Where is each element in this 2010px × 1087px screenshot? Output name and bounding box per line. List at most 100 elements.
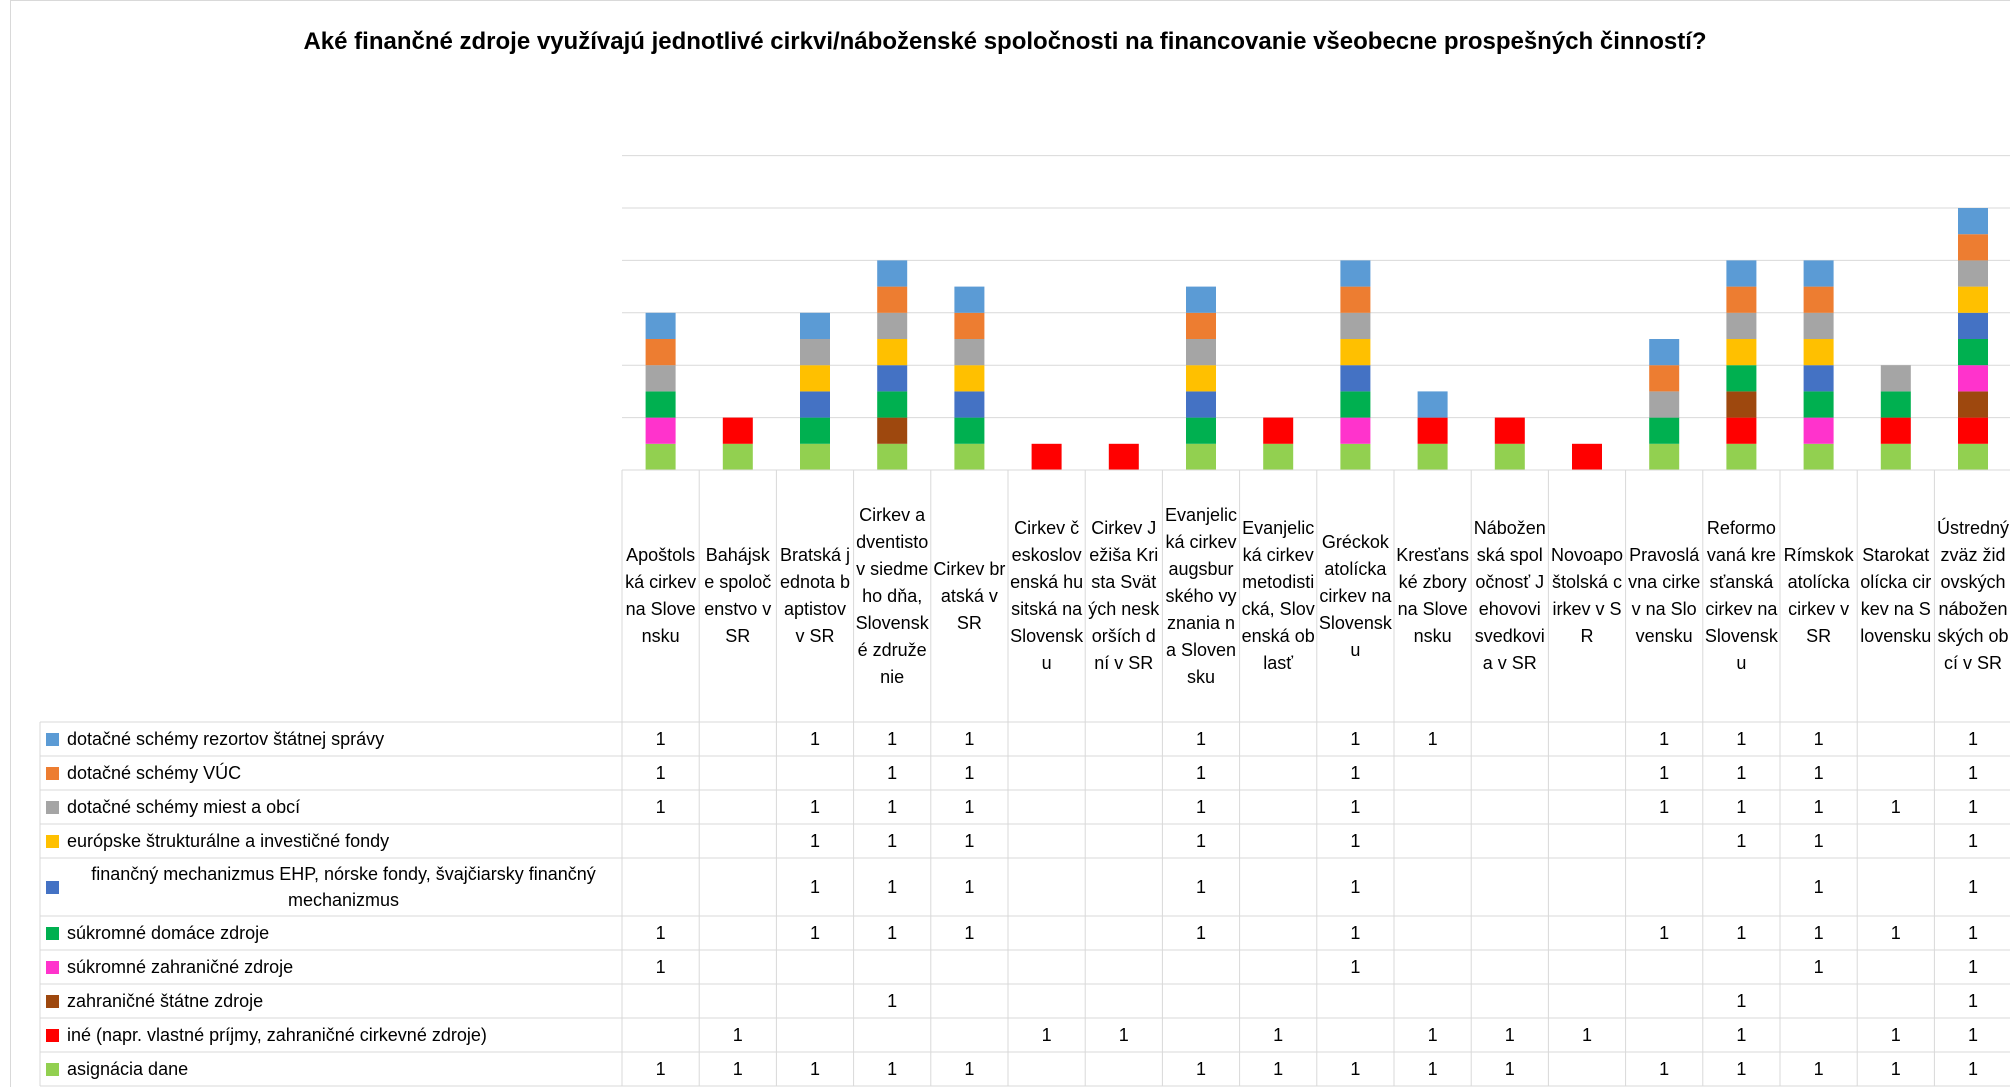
legend-label: súkromné domáce zdroje [67, 923, 270, 943]
bar-segment [1958, 339, 1988, 366]
table-cell-value: 1 [964, 728, 975, 749]
bar-segment [877, 443, 908, 470]
bar-segment [645, 417, 676, 444]
table-cell-value: 1 [887, 922, 898, 943]
table-cell-value: 1 [655, 728, 666, 749]
table-cell-value: 1 [887, 728, 898, 749]
table-cell-value: 1 [887, 830, 898, 851]
table-cell-value: 1 [1736, 762, 1747, 783]
legend-key-swatch [46, 1028, 59, 1042]
legend-row: dotačné schémy rezortov štátnej správy [40, 722, 620, 756]
legend-row: dotačné schémy VÚC [40, 756, 620, 790]
bar-segment [645, 339, 676, 366]
bar-segment [1494, 443, 1525, 470]
table-cell-value: 1 [964, 830, 975, 851]
table-cell-value: 1 [1890, 796, 1901, 817]
table-cell-value: 1 [1659, 762, 1670, 783]
table-cell-value: 1 [809, 876, 820, 897]
table-cell-value: 1 [887, 876, 898, 897]
legend-key-swatch [46, 926, 59, 940]
category-label: Starokatolícka cirkev na Slovensku [1860, 545, 1932, 646]
category-label: Apoštolská cirkev na Slovensku [625, 545, 697, 646]
chart-frame [10, 0, 2010, 1087]
bar-segment [954, 391, 985, 418]
bar-segment [645, 443, 676, 470]
bar-segment [1108, 443, 1139, 470]
bar-segment [1649, 417, 1680, 444]
bar-segment [1186, 312, 1216, 339]
bar-segment [1803, 339, 1834, 366]
table-cell-value: 1 [1350, 956, 1361, 977]
legend-key-swatch [46, 834, 59, 848]
legend-label: dotačné schémy rezortov štátnej správy [67, 729, 385, 749]
legend-row: súkromné zahraničné zdroje [40, 950, 620, 984]
table-cell-value: 1 [809, 922, 820, 943]
bar-segment [1494, 417, 1525, 444]
bar-segment [1186, 339, 1216, 366]
bar-segment [1186, 443, 1216, 470]
bar-segment [877, 260, 908, 287]
chart-title: Aké finančné zdroje využívajú jednotlivé… [303, 28, 1707, 55]
table-cell-value: 1 [1427, 728, 1438, 749]
bar-segment [800, 339, 830, 366]
table-cell-value: 1 [655, 1058, 666, 1079]
bar-segment [1958, 443, 1988, 470]
bar-segment [877, 339, 908, 366]
table-cell-value: 1 [1736, 1058, 1747, 1079]
table-cell-value: 1 [1659, 728, 1670, 749]
table-cell-value: 1 [887, 796, 898, 817]
legend-row: európske štrukturálne a investičné fondy [40, 824, 620, 858]
bar-segment [1726, 417, 1757, 444]
table-cell-value: 1 [1813, 796, 1824, 817]
bar-segment [1417, 391, 1448, 418]
table-cell-value: 1 [1581, 1024, 1592, 1045]
bar-segment [1186, 417, 1216, 444]
table-cell-value: 1 [1967, 1024, 1978, 1045]
bar-segment [877, 365, 908, 392]
bar-segment [1649, 443, 1680, 470]
bar-segment [1726, 365, 1757, 392]
table-cell-value: 1 [809, 1058, 820, 1079]
table-cell-value: 1 [1967, 830, 1978, 851]
table-cell-value: 1 [1195, 876, 1206, 897]
table-cell-value: 1 [1273, 1058, 1284, 1079]
bar-segment [800, 365, 830, 392]
table-cell-value: 1 [1736, 1024, 1747, 1045]
bar-segment [645, 312, 676, 339]
table-cell-value: 1 [1195, 762, 1206, 783]
category-label: Ústredný zväz židovských náboženských ob… [1936, 518, 2009, 673]
category-label: Evanjelická cirkev augsburského vyznania… [1164, 504, 1237, 687]
bar-segment [722, 443, 753, 470]
bar-segment [1186, 391, 1216, 418]
legend-label: dotačné schémy miest a obcí [67, 797, 301, 817]
bar-segment [954, 286, 985, 313]
legend-label: dotačné schémy VÚC [67, 763, 242, 783]
legend-row: iné (napr. vlastné príjmy, zahraničné ci… [40, 1018, 620, 1052]
legend-row: zahraničné štátne zdroje [40, 984, 620, 1018]
legend-key-swatch [46, 880, 59, 894]
table-cell-value: 1 [1736, 728, 1747, 749]
bar-segment [1958, 365, 1988, 392]
table-cell-value: 1 [1967, 990, 1978, 1011]
bar-segment [877, 417, 908, 444]
bar-segment [800, 391, 830, 418]
table-cell-value: 1 [1195, 796, 1206, 817]
table-cell-value: 1 [1350, 762, 1361, 783]
table-cell-value: 1 [1273, 1024, 1284, 1045]
legend-label: iné (napr. vlastné príjmy, zahraničné ci… [67, 1025, 487, 1045]
bar-segment [645, 365, 676, 392]
bar-segment [1958, 417, 1988, 444]
legend-key-swatch [46, 1062, 59, 1076]
bar-segment [1726, 312, 1757, 339]
bar-segment [1340, 312, 1371, 339]
bar-segment [1726, 391, 1757, 418]
bar-segment [800, 417, 830, 444]
table-cell-value: 1 [1813, 728, 1824, 749]
bar-segment [1803, 260, 1834, 287]
bar-segment [800, 443, 830, 470]
table-cell-value: 1 [1813, 762, 1824, 783]
category-label: Kresťanské zbory na Slovensku [1396, 545, 1469, 646]
bar-segment [954, 443, 985, 470]
bar-segment [1958, 391, 1988, 418]
category-label: Pravoslávna cirkev na Slovensku [1628, 545, 1701, 646]
